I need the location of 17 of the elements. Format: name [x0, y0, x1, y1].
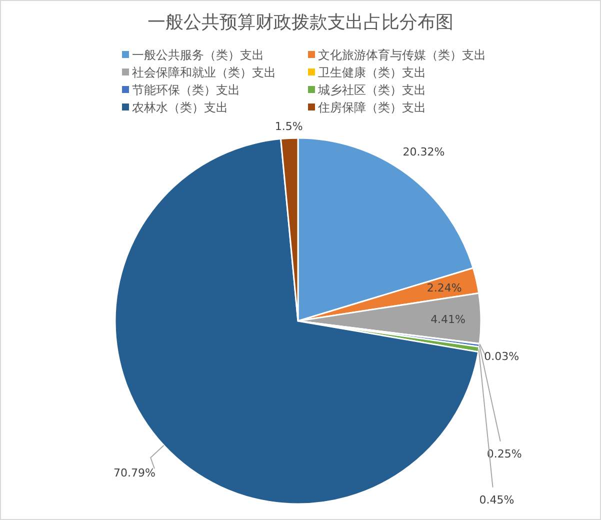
legend-label: 社会保障和就业（类）支出: [132, 66, 276, 80]
data-label: 0.25%: [486, 447, 522, 460]
data-label: 0.03%: [484, 350, 520, 363]
legend-label: 文化旅游体育与传媒（类）支出: [318, 48, 486, 62]
data-label: 70.79%: [113, 466, 156, 480]
legend-label: 住房保障（类）支出: [317, 100, 426, 114]
legend-label: 农林水（类）支出: [132, 100, 228, 114]
data-label: 1.5%: [274, 120, 303, 134]
legend-label: 一般公共服务（类）支出: [132, 48, 264, 62]
data-label: 2.24%: [426, 282, 462, 295]
data-label: 20.32%: [402, 146, 445, 159]
legend-label: 城乡社区（类）支出: [317, 83, 426, 97]
data-label: 4.41%: [430, 312, 466, 326]
legend-label: 卫生健康（类）支出: [318, 66, 426, 80]
legend-label: 节能环保（类）支出: [132, 83, 240, 97]
data-label: 0.45%: [479, 493, 514, 506]
chart-title: 一般公共预算财政拨款支出占比分布图: [148, 12, 454, 33]
